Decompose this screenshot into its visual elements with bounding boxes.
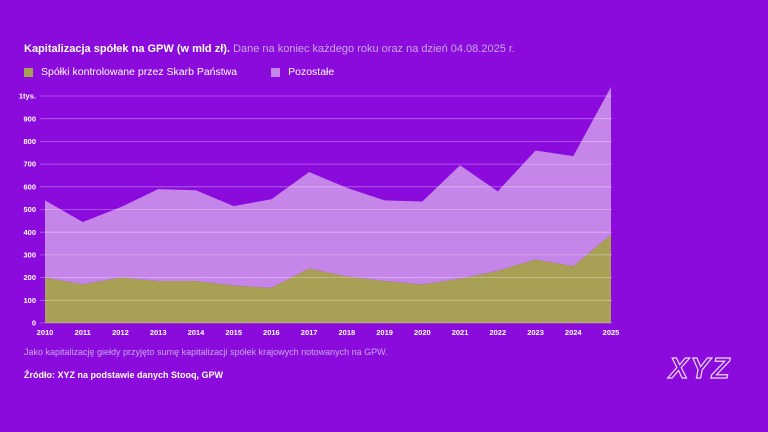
x-axis-label: 2017 xyxy=(301,328,318,337)
area-state-owned xyxy=(45,234,611,323)
x-axis-label: 2015 xyxy=(225,328,242,337)
y-axis-label: 600 xyxy=(23,182,36,191)
legend-swatch-others xyxy=(271,67,281,77)
legend-swatch-state-owned xyxy=(24,67,33,77)
x-axis-label: 2024 xyxy=(565,328,583,337)
area-others xyxy=(45,86,611,288)
x-axis-label: 2010 xyxy=(37,328,54,337)
y-axis-label: 700 xyxy=(23,160,36,169)
x-axis-label: 2021 xyxy=(452,328,469,337)
y-axis-label: 0 xyxy=(32,319,36,328)
y-axis-label: 100 xyxy=(23,296,36,305)
y-axis-label: 400 xyxy=(23,228,36,237)
legend-label-state-owned: Spółki kontrolowane przez Skarb Państwa xyxy=(41,66,238,78)
x-axis-label: 2012 xyxy=(112,328,129,337)
x-axis-label: 2023 xyxy=(527,328,544,337)
legend-label-others: Pozostałe xyxy=(288,66,335,78)
x-axis-label: 2011 xyxy=(75,328,91,337)
chart-title: Kapitalizacja spółek na GPW (w mld zł). xyxy=(24,43,230,55)
legend-item-others: Pozostałe xyxy=(271,66,334,78)
y-axis-label: 1tys. xyxy=(19,92,36,101)
source-line: Źródło: XYZ na podstawie danych Stooq, G… xyxy=(24,370,224,380)
y-axis-label: 900 xyxy=(23,114,36,123)
xyz-logo: XYZ xyxy=(666,352,731,385)
x-axis-label: 2018 xyxy=(339,328,356,337)
y-axis-label: 300 xyxy=(23,251,36,260)
x-axis-label: 2013 xyxy=(150,328,167,337)
x-axis-label: 2025 xyxy=(603,328,620,337)
x-axis-label: 2016 xyxy=(263,328,280,337)
x-axis-label: 2022 xyxy=(489,328,506,337)
chart-subtitle: Dane na koniec każdego roku oraz na dzie… xyxy=(233,43,515,55)
y-axis-label: 200 xyxy=(23,273,36,282)
footnote: Jako kapitalizację giełdy przyjęto sumę … xyxy=(24,347,388,357)
chart-header: Kapitalizacja spółek na GPW (w mld zł). … xyxy=(24,42,515,56)
xyz-logo-text: XYZ xyxy=(667,353,731,385)
x-axis-label: 2014 xyxy=(188,328,206,337)
y-axis-label: 800 xyxy=(23,137,36,146)
chart-legend: Spółki kontrolowane przez Skarb Państwa … xyxy=(24,66,334,78)
x-axis-label: 2020 xyxy=(414,328,431,337)
legend-item-state-owned: Spółki kontrolowane przez Skarb Państwa xyxy=(24,66,237,78)
y-axis-label: 500 xyxy=(23,205,36,214)
x-axis-label: 2019 xyxy=(376,328,393,337)
